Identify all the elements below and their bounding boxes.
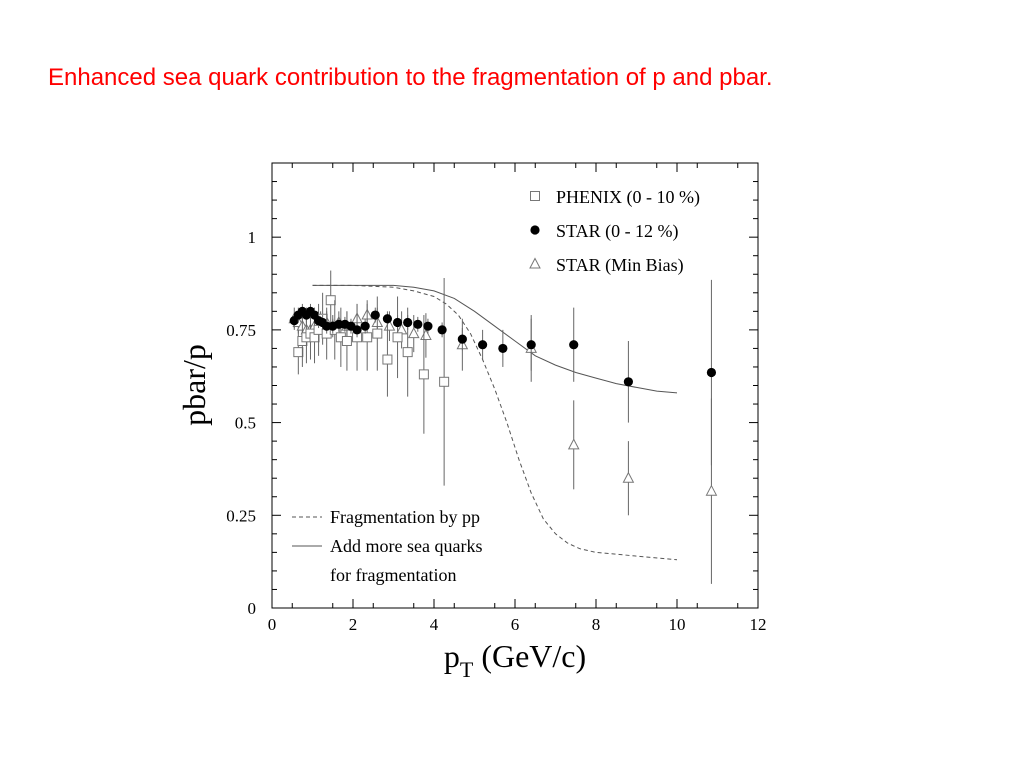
open-square-point — [341, 336, 352, 346]
filled-circle-point — [413, 319, 423, 329]
filled-circle-point — [423, 321, 433, 331]
legend-label: Add more sea quarks — [330, 536, 482, 556]
x-axis-label-subscript: T — [460, 657, 474, 682]
legend-marker-filled-circle — [530, 225, 540, 235]
legend-label: for fragmentation — [330, 565, 456, 585]
filled-circle-point — [370, 310, 380, 320]
data-points — [288, 270, 718, 584]
x-axis-label-unit: (GeV/c) — [473, 638, 586, 674]
legend-label: STAR (0 - 12 %) — [556, 221, 679, 242]
x-axis-label-p: p — [444, 638, 460, 674]
x-tick-label: 12 — [750, 615, 767, 634]
filled-circle-point — [360, 321, 370, 331]
axis-ticks: 0 2 4 6 8 10 12 0 0.25 0.5 0.75 1 — [226, 163, 767, 634]
filled-circle-point — [478, 340, 488, 350]
filled-circle-point — [498, 343, 508, 354]
model-curves — [312, 284, 678, 561]
legend-models: Fragmentation by pp Add more sea quarks fo… — [292, 507, 482, 585]
x-tick-label: 8 — [592, 615, 601, 634]
open-square-point — [362, 332, 373, 343]
open-square-point — [382, 354, 393, 365]
open-square-point — [392, 332, 403, 343]
filled-circle-point — [352, 325, 362, 335]
legend-marker-open-triangle — [529, 257, 541, 269]
x-tick-label: 6 — [511, 615, 520, 634]
filled-circle-point — [382, 314, 393, 324]
filled-circle-point — [569, 340, 579, 350]
open-square-point — [325, 295, 336, 306]
filled-circle-point — [392, 317, 403, 328]
open-triangle-point — [705, 484, 718, 496]
filled-circle-point — [437, 325, 447, 335]
open-square-point — [293, 347, 304, 358]
open-square-point — [439, 376, 450, 387]
x-axis-label: pT (GeV/c) — [444, 638, 586, 682]
open-square-point — [372, 328, 383, 339]
legend-experiments: PHENIX (0 - 10 %) STAR (0 - 12 %) STAR (Mi… — [529, 187, 700, 276]
x-tick-label: 4 — [430, 615, 439, 634]
open-triangle-point — [567, 438, 580, 450]
x-tick-label: 0 — [268, 615, 277, 634]
x-tick-label: 10 — [669, 615, 686, 634]
y-tick-label: 0 — [248, 599, 257, 618]
legend-label: STAR (Min Bias) — [556, 255, 684, 276]
filled-circle-point — [403, 317, 413, 328]
open-square-point — [418, 369, 429, 380]
slide-title: Enhanced sea quark contribution to the f… — [48, 64, 773, 91]
y-tick-label: 0.5 — [235, 414, 256, 433]
filled-circle-point — [526, 340, 536, 350]
filled-circle-point — [457, 334, 467, 344]
x-tick-label: 2 — [349, 615, 358, 634]
y-tick-label: 0.25 — [226, 506, 256, 525]
legend-label: Fragmentation by pp — [330, 507, 480, 527]
curve-fragmentation-by-pp — [312, 284, 678, 561]
legend-marker-open-square — [530, 191, 540, 201]
open-triangle-point — [407, 327, 420, 339]
filled-circle-point — [623, 377, 634, 387]
curve-add-more-sea-quarks — [312, 284, 678, 394]
open-square-point — [402, 347, 413, 358]
open-triangle-point — [420, 328, 432, 340]
open-triangle-point — [622, 471, 635, 483]
y-axis-label: pbar/p — [176, 344, 212, 426]
y-tick-label: 1 — [248, 228, 257, 247]
y-tick-label: 0.75 — [226, 321, 256, 340]
filled-circle-point — [706, 367, 717, 378]
legend-label: PHENIX (0 - 10 %) — [556, 187, 700, 208]
